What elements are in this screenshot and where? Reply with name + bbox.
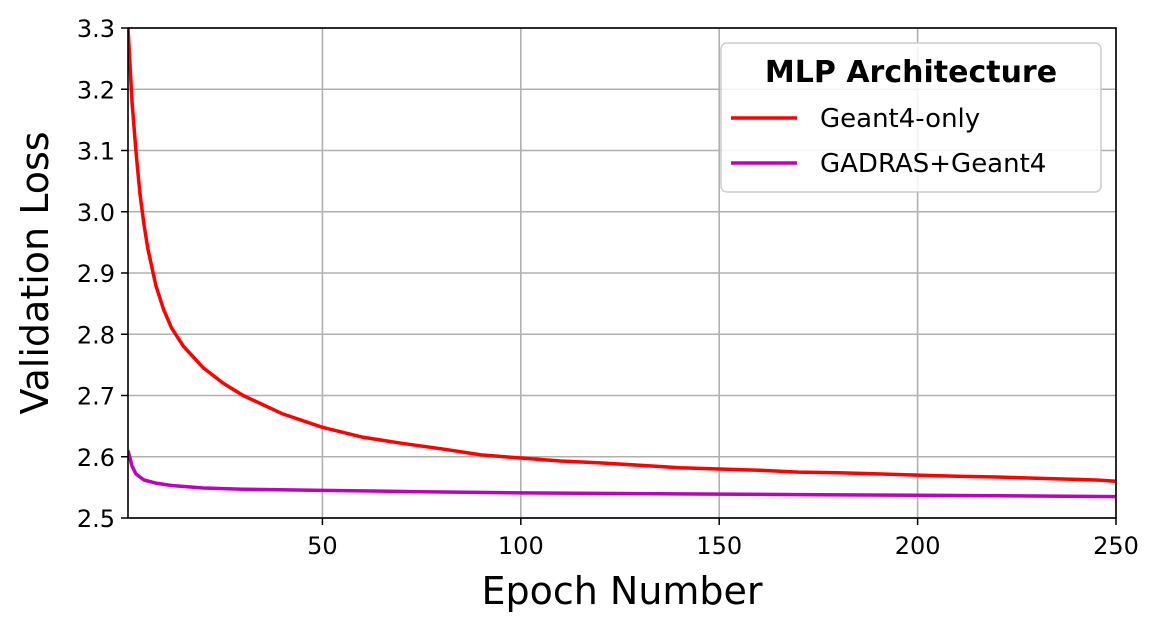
legend-title: MLP Architecture xyxy=(765,55,1057,90)
legend-label-geant4-only: Geant4-only xyxy=(820,104,980,134)
legend-box xyxy=(720,42,1102,193)
y-tick-label: 3.2 xyxy=(77,76,115,104)
x-axis-label: Epoch Number xyxy=(481,569,762,613)
x-tick-label: 150 xyxy=(696,532,742,560)
y-tick-label: 2.7 xyxy=(77,383,115,411)
y-tick-label: 2.5 xyxy=(77,505,115,533)
y-tick-label: 3.1 xyxy=(77,138,115,166)
x-tick-label: 50 xyxy=(307,532,338,560)
y-axis-label: Validation Loss xyxy=(13,131,57,414)
y-tick-label: 2.6 xyxy=(77,444,115,472)
y-tick-label: 3.3 xyxy=(77,15,115,43)
series-line-geant4-only xyxy=(128,28,1116,483)
x-tick-label: 250 xyxy=(1093,532,1139,560)
x-tick-label: 100 xyxy=(498,532,544,560)
x-axis-ticks: 50 100 150 200 250 xyxy=(307,518,1139,560)
series-layer xyxy=(128,28,1116,499)
y-tick-label: 2.9 xyxy=(77,260,115,288)
x-tick-label: 200 xyxy=(895,532,941,560)
legend: MLP Architecture Geant4-only GADRAS+Gean… xyxy=(720,42,1102,193)
y-tick-label: 2.8 xyxy=(77,321,115,349)
series-line-gadras-geant4 xyxy=(128,450,1116,499)
legend-label-gadras-geant4: GADRAS+Geant4 xyxy=(820,149,1046,179)
y-tick-label: 3.0 xyxy=(77,199,115,227)
y-axis-ticks: 2.5 2.6 2.7 2.8 2.9 3.0 3.1 3.2 3.3 xyxy=(77,15,128,533)
